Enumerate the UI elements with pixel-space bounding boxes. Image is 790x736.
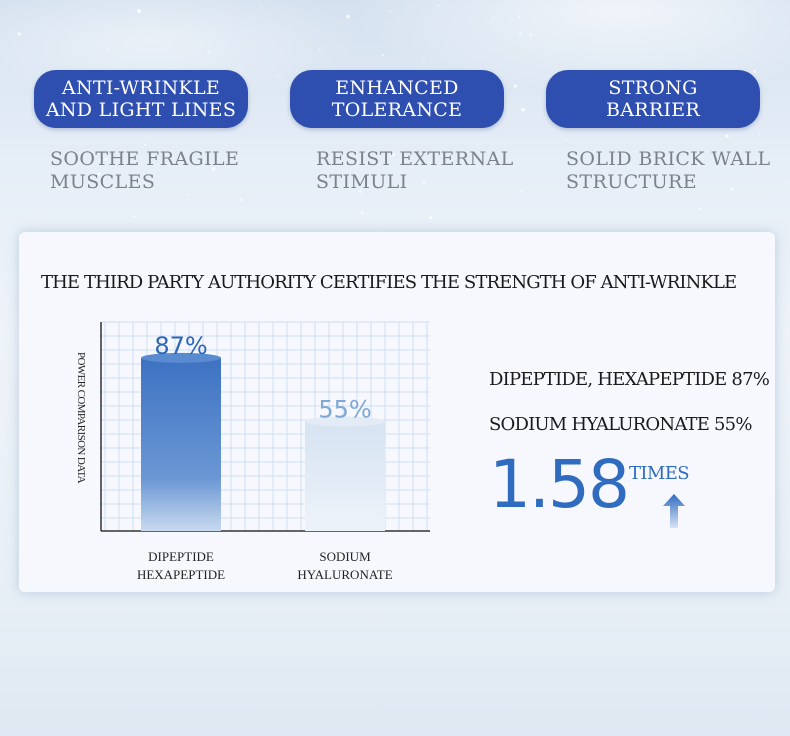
sparkle-dot xyxy=(360,210,365,215)
sparkle-dot xyxy=(491,17,495,21)
sparkle-dot xyxy=(391,152,395,157)
sparkle-dot xyxy=(17,32,21,36)
feature-title-line: ENHANCED xyxy=(335,77,459,99)
multiplier-unit: TIMES xyxy=(629,463,690,484)
chart-y-axis-label: POWER COMPARISON DATA xyxy=(75,352,87,483)
sparkle-dot xyxy=(345,183,348,186)
feature-desc-line: STRUCTURE xyxy=(566,171,698,193)
sparkle-dot xyxy=(623,29,626,31)
sparkle-dot xyxy=(513,84,517,88)
sparkle-dot xyxy=(758,132,761,136)
feature-title-line: ANTI-WRINKLE xyxy=(61,77,221,99)
bar xyxy=(305,421,385,531)
feature-title-line: BARRIER xyxy=(605,99,701,121)
sparkle-dot xyxy=(98,158,103,163)
bar xyxy=(141,357,221,531)
feature-description-anti-wrinkle: SOOTHE FRAGILE MUSCLES xyxy=(50,148,239,194)
bar-cap xyxy=(305,416,385,427)
chart-category-label: SODIUM HYALURONATE xyxy=(280,548,410,584)
feature-description-tolerance: RESIST EXTERNAL STIMULI xyxy=(316,148,514,194)
sparkle-dot xyxy=(565,139,568,142)
sparkle-dot xyxy=(345,14,350,19)
comparison-card: THE THIRD PARTY AUTHORITY CERTIFIES THE … xyxy=(19,232,775,592)
sparkle-dot xyxy=(518,15,521,19)
sparkle-dot xyxy=(239,198,243,202)
sparkle-dot xyxy=(437,4,440,7)
multiplier-value: 1.58 xyxy=(489,446,630,523)
feature-pill-barrier: STRONG BARRIER xyxy=(546,70,760,128)
bar-data-label: 87% xyxy=(154,332,207,360)
stat-dipeptide-hexapeptide: DIPEPTIDE, HEXAPEPTIDE 87% xyxy=(489,369,770,390)
sparkle-dot xyxy=(753,70,756,73)
sparkle-dot xyxy=(730,187,734,191)
feature-desc-line: SOOTHE FRAGILE xyxy=(50,148,240,170)
sparkle-dot xyxy=(206,50,211,54)
sparkle-dot xyxy=(725,134,729,138)
feature-description-barrier: SOLID BRICK WALL STRUCTURE xyxy=(566,148,770,194)
up-arrow-icon xyxy=(663,494,685,528)
sparkle-dot xyxy=(318,47,322,51)
sparkle-dot xyxy=(654,38,657,41)
chart-category-label: DIPEPTIDE HEXAPEPTIDE xyxy=(116,548,246,584)
sparkle-dot xyxy=(187,193,190,196)
stat-sodium-hyaluronate: SODIUM HYALURONATE 55% xyxy=(489,414,752,435)
sparkle-dot xyxy=(137,9,142,13)
sparkle-dot xyxy=(60,193,62,195)
sparkle-dot xyxy=(260,5,262,7)
sparkle-dot xyxy=(529,33,533,37)
feature-desc-line: SOLID BRICK WALL xyxy=(566,148,771,170)
sparkle-dot xyxy=(381,53,385,57)
sparkle-dot xyxy=(389,10,392,13)
sparkle-dot xyxy=(133,215,136,219)
sparkle-dot xyxy=(277,76,279,78)
feature-desc-line: STIMULI xyxy=(316,171,408,193)
sparkle-dot xyxy=(429,216,433,220)
sparkle-dot xyxy=(104,157,108,161)
sparkle-dot xyxy=(521,107,525,112)
sparkle-dot xyxy=(358,190,362,194)
feature-desc-line: MUSCLES xyxy=(50,171,156,193)
sparkle-dot xyxy=(217,128,220,130)
sparkle-dot xyxy=(355,161,358,164)
sparkle-dot xyxy=(423,60,426,63)
sparkle-dot xyxy=(699,207,702,210)
feature-title-line: AND LIGHT LINES xyxy=(45,99,237,121)
comparison-bar-chart: 87% 55% xyxy=(100,321,430,532)
sparkle-dot xyxy=(106,48,109,51)
sparkle-dot xyxy=(520,190,523,193)
feature-pill-tolerance: ENHANCED TOLERANCE xyxy=(290,70,504,128)
sparkle-dot xyxy=(210,209,212,212)
category-line: DIPEPTIDE xyxy=(148,549,214,564)
card-title: THE THIRD PARTY AUTHORITY CERTIFIES THE … xyxy=(41,272,737,293)
bar-cap xyxy=(141,352,221,363)
sparkle-dot xyxy=(144,143,147,146)
feature-pill-anti-wrinkle: ANTI-WRINKLE AND LIGHT LINES xyxy=(34,70,248,128)
sparkle-dot xyxy=(96,172,101,177)
feature-desc-line: RESIST EXTERNAL xyxy=(316,148,514,170)
sparkle-dot xyxy=(132,7,135,9)
category-line: HYALURONATE xyxy=(297,567,393,582)
sparkle-dot xyxy=(211,166,216,171)
feature-title-line: STRONG xyxy=(608,77,698,99)
category-line: HEXAPEPTIDE xyxy=(136,567,226,582)
bar-data-label: 55% xyxy=(318,396,371,424)
sparkle-dot xyxy=(518,32,523,36)
sparkle-dot xyxy=(146,66,148,68)
sparkle-dot xyxy=(422,181,427,185)
feature-title-line: TOLERANCE xyxy=(331,99,463,121)
category-line: SODIUM xyxy=(319,549,371,564)
